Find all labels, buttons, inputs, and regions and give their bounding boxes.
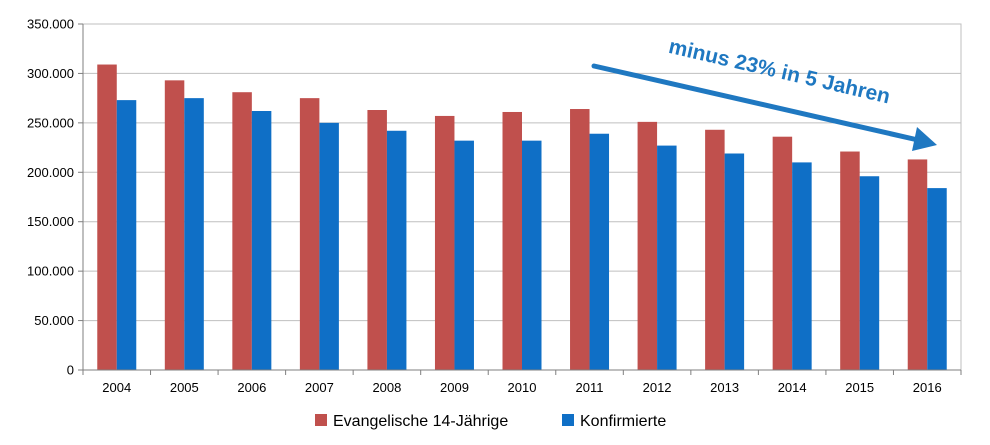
bar-konfirmierte-2016 [927,188,947,370]
gridlines [83,23,961,322]
bar-konfirmierte-2015 [859,176,880,370]
legend-swatch-konfirmierte [562,414,574,426]
bar-evangelische-2007 [299,98,320,371]
bar-konfirmierte-2009 [454,140,474,370]
legend-swatch-evangelische [315,414,327,426]
bar-konfirmierte-2012 [657,145,677,370]
y-tick-label: 350.000 [27,17,74,32]
x-tick-label: 2007 [305,380,334,395]
x-tick-label: 2008 [372,380,401,395]
x-tick-label: 2004 [102,380,131,395]
bar-evangelische-2010 [502,111,522,371]
bar-evangelische-2009 [434,115,455,371]
bar-konfirmierte-2014 [792,162,812,370]
x-tick-label: 2006 [237,380,266,395]
bar-evangelische-2005 [164,80,185,370]
legend-label-konfirmierte: Konfirmierte [580,413,666,430]
legend: Evangelische 14-Jährige Konfirmierte [315,413,666,430]
bar-konfirmierte-2008 [386,130,407,370]
y-tick-label: 300.000 [27,66,74,81]
y-tick-label: 100.000 [27,264,74,279]
bar-evangelische-2012 [637,121,658,371]
y-tick-label: 50.000 [34,313,74,328]
bars [97,64,947,371]
bar-konfirmierte-2007 [319,122,339,370]
bar-evangelische-2004 [97,64,117,370]
y-tick-labels: 0 50.000 100.000 150.000 200.000 250.000 300.0… [27,17,83,378]
bar-konfirmierte-2013 [724,153,745,370]
bar-evangelische-2006 [232,92,252,370]
bar-konfirmierte-2005 [184,98,204,371]
legend-label-evangelische: Evangelische 14-Jährige [333,413,508,430]
bar-evangelische-2016 [907,159,928,370]
x-tick-label: 2014 [778,380,807,395]
y-tick-label: 200.000 [27,165,74,180]
bar-evangelische-2011 [570,109,590,370]
bar-konfirmierte-2010 [522,140,542,370]
bar-evangelische-2015 [840,151,860,370]
x-tick-label: 2015 [845,380,874,395]
bar-konfirmierte-2006 [251,110,272,370]
trend-annotation-label: minus 23% in 5 Jahren [667,35,893,108]
x-tick-label: 2012 [643,380,672,395]
trend-arrow-line [591,63,921,143]
x-tick-label: 2010 [508,380,537,395]
x-tick-label: 2013 [710,380,739,395]
x-tick-label: 2016 [913,380,942,395]
x-tick-label: 2005 [170,380,199,395]
x-tick-label: 2009 [440,380,469,395]
y-tick-label: 150.000 [27,214,74,229]
bar-konfirmierte-2004 [116,100,137,371]
bar-evangelische-2008 [367,110,387,371]
y-tick-label: 0 [67,363,74,378]
y-tick-label: 250.000 [27,115,74,130]
x-tick-label: 2011 [576,380,604,395]
x-tick-labels: 2004 2005 2006 2007 2008 2009 2010 2011 2012 2013… [82,370,962,395]
bar-evangelische-2014 [772,136,793,370]
trend-arrowhead-icon [912,127,937,151]
bar-konfirmierte-2011 [589,133,610,370]
bar-evangelische-2013 [705,129,725,370]
